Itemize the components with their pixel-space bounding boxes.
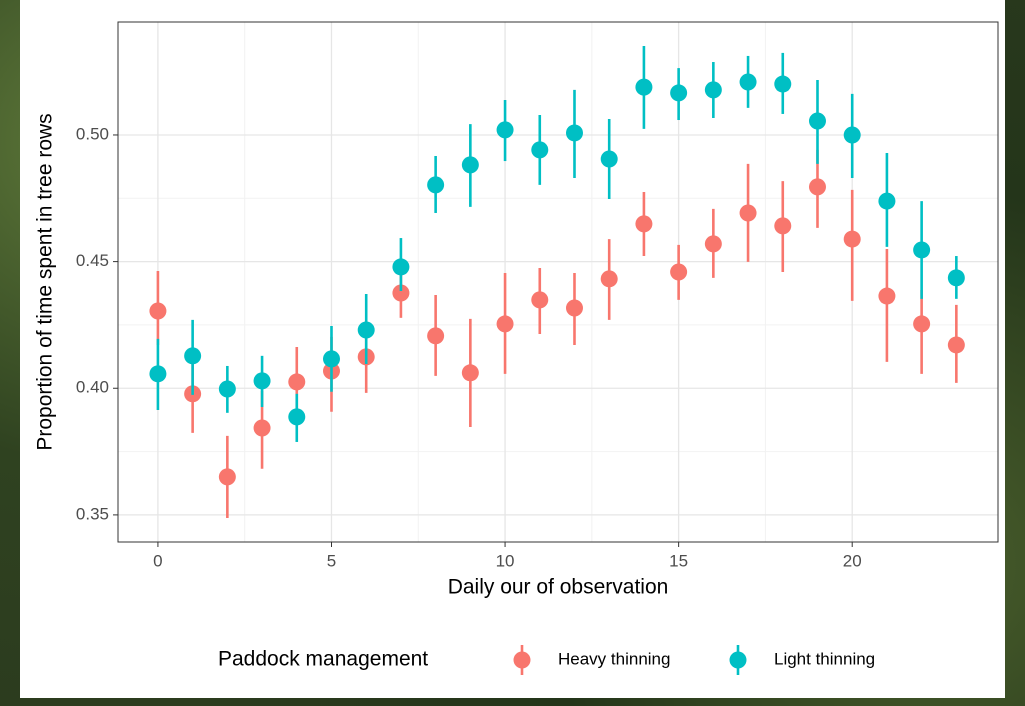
x-tick-label: 10 xyxy=(496,551,515,570)
point xyxy=(565,124,583,142)
point xyxy=(322,350,340,368)
point xyxy=(392,284,410,302)
point xyxy=(253,419,271,437)
point xyxy=(635,78,653,96)
legend-title: Paddock management xyxy=(218,648,428,671)
marks xyxy=(149,46,965,518)
x-tick-label: 15 xyxy=(669,551,688,570)
point xyxy=(427,176,445,194)
point xyxy=(843,230,861,248)
point xyxy=(600,150,618,168)
y-tick-label: 0.35 xyxy=(76,504,109,523)
y-tick-label: 0.45 xyxy=(76,251,109,270)
legend-key-point xyxy=(513,651,531,669)
point xyxy=(531,141,549,159)
point xyxy=(392,258,410,276)
point xyxy=(913,315,931,333)
y-tick-label: 0.50 xyxy=(76,124,109,143)
point xyxy=(357,321,375,339)
point xyxy=(496,121,514,139)
panel-border xyxy=(117,21,999,543)
point xyxy=(913,241,931,259)
point xyxy=(218,468,236,486)
point xyxy=(531,291,549,309)
x-tick-label: 0 xyxy=(153,551,162,570)
point xyxy=(565,299,583,317)
x-tick-label: 5 xyxy=(327,551,336,570)
point xyxy=(496,315,514,333)
point xyxy=(288,408,306,426)
point xyxy=(774,217,792,235)
axes: 0.35 0.40 0.45 0.50 0 5 10 15 20 xyxy=(76,124,862,570)
point xyxy=(635,215,653,233)
point xyxy=(878,192,896,210)
point xyxy=(461,156,479,174)
legend: Paddock management Heavy thinning Light t… xyxy=(218,645,875,675)
point xyxy=(670,263,688,281)
point xyxy=(774,75,792,93)
legend-label: Heavy thinning xyxy=(558,649,670,668)
point xyxy=(739,73,757,91)
point xyxy=(149,365,167,383)
legend-key-point xyxy=(729,651,747,669)
point xyxy=(253,372,271,390)
point xyxy=(739,204,757,222)
point xyxy=(704,235,722,253)
y-tick-label: 0.40 xyxy=(76,378,109,397)
plot-panel xyxy=(118,22,998,542)
point xyxy=(218,380,236,398)
point xyxy=(184,347,202,365)
y-axis-title: Proportion of time spent in tree rows xyxy=(34,113,57,450)
point xyxy=(461,364,479,382)
point xyxy=(947,336,965,354)
point xyxy=(288,373,306,391)
point xyxy=(808,178,826,196)
point xyxy=(808,112,826,130)
x-tick-label: 20 xyxy=(843,551,862,570)
point xyxy=(704,81,722,99)
point xyxy=(149,302,167,320)
point xyxy=(600,270,618,288)
legend-label: Light thinning xyxy=(774,649,875,668)
x-axis-title: Daily our of observation xyxy=(448,576,669,599)
point xyxy=(947,269,965,287)
point xyxy=(843,126,861,144)
point xyxy=(670,84,688,102)
point xyxy=(427,327,445,345)
point xyxy=(878,287,896,305)
